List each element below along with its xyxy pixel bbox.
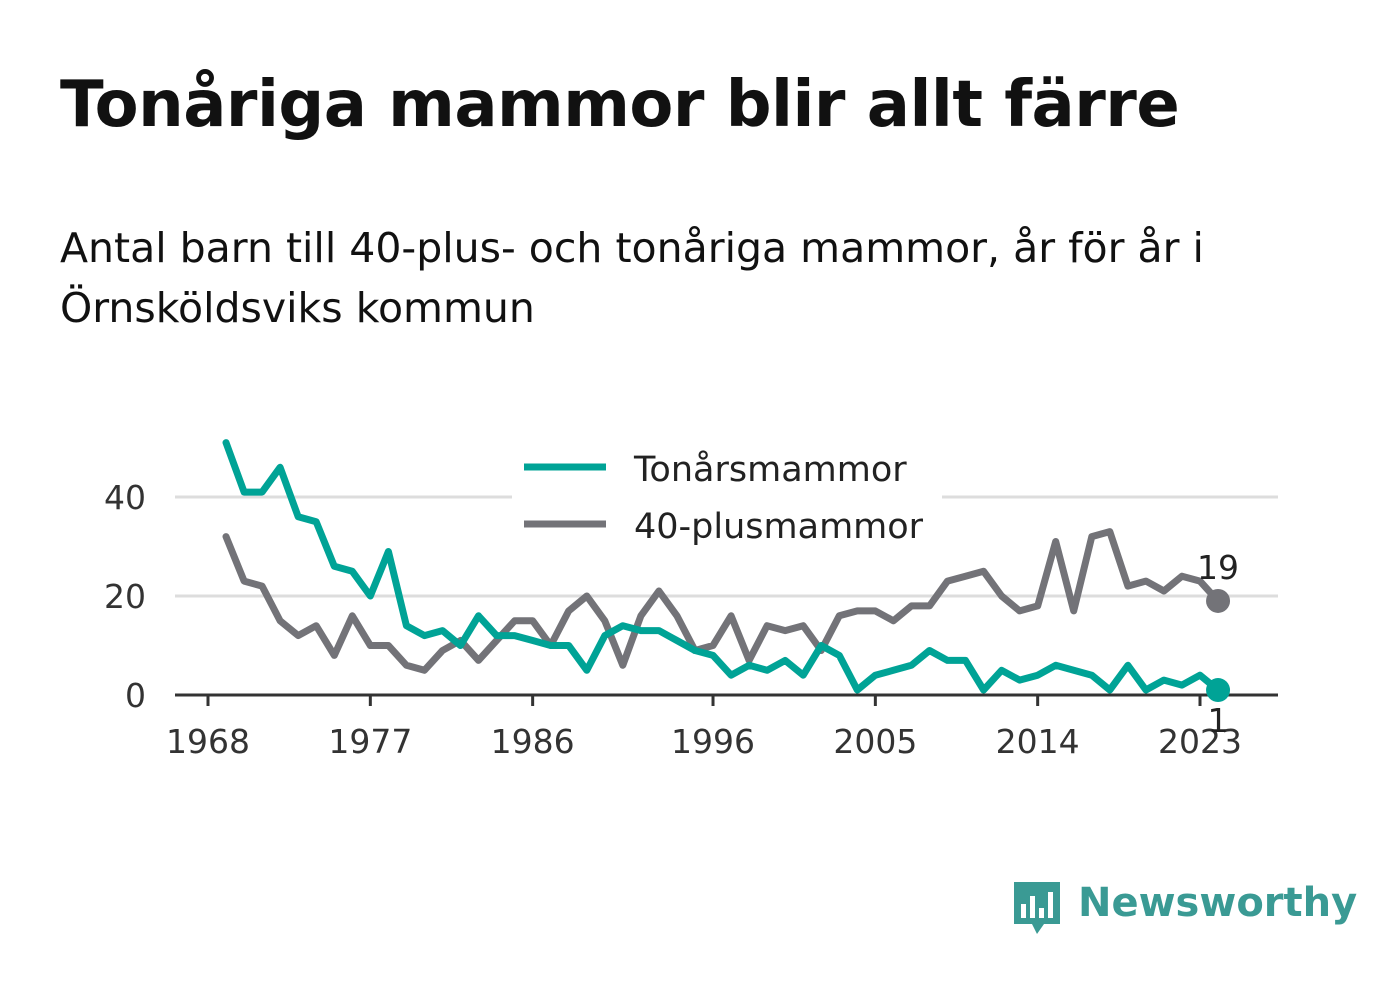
y-tick-label: 0 [125, 676, 146, 715]
legend-background [512, 438, 942, 558]
x-tick-label: 1986 [491, 722, 575, 761]
endpoint-label-0: 1 [1208, 701, 1229, 740]
bar-chart-speech-bubble-icon [1014, 882, 1060, 934]
newsworthy-logo: Newsworthy [1010, 878, 1357, 944]
x-tick-label: 1977 [328, 722, 412, 761]
series-line-1 [222, 528, 1222, 674]
endpoint-marker-0 [1206, 678, 1231, 703]
series-line-0 [222, 439, 1222, 694]
y-tick-label: 40 [104, 478, 146, 517]
x-tick-label: 2014 [996, 722, 1080, 761]
series-endpoints: 19 1 [1197, 548, 1239, 740]
series-lines [222, 439, 1222, 694]
brand-name: Newsworthy [1078, 880, 1358, 926]
y-tick-label: 20 [104, 577, 146, 616]
x-axis-ticks: 1968 1977 1986 1996 2005 2014 2023 [166, 695, 1242, 761]
chart-title: Tonåriga mammor blir allt färre [60, 68, 1180, 142]
legend: Tonårsmammor 40-plusmammor [512, 438, 942, 558]
chart-subtitle: Antal barn till 40-plus- och tonåriga ma… [60, 224, 1204, 332]
x-tick-label: 2023 [1158, 722, 1242, 761]
y-axis-ticks: 0 20 40 [104, 478, 146, 715]
endpoint-label-1: 19 [1197, 548, 1239, 587]
legend-label-40-plusmammor: 40-plusmammor [634, 507, 924, 547]
x-tick-label: 2005 [833, 722, 917, 761]
endpoint-marker-1 [1206, 588, 1231, 613]
legend-label-tonarsmammor: Tonårsmammor [633, 449, 907, 490]
x-tick-label: 1996 [671, 722, 755, 761]
x-tick-label: 1968 [166, 722, 250, 761]
